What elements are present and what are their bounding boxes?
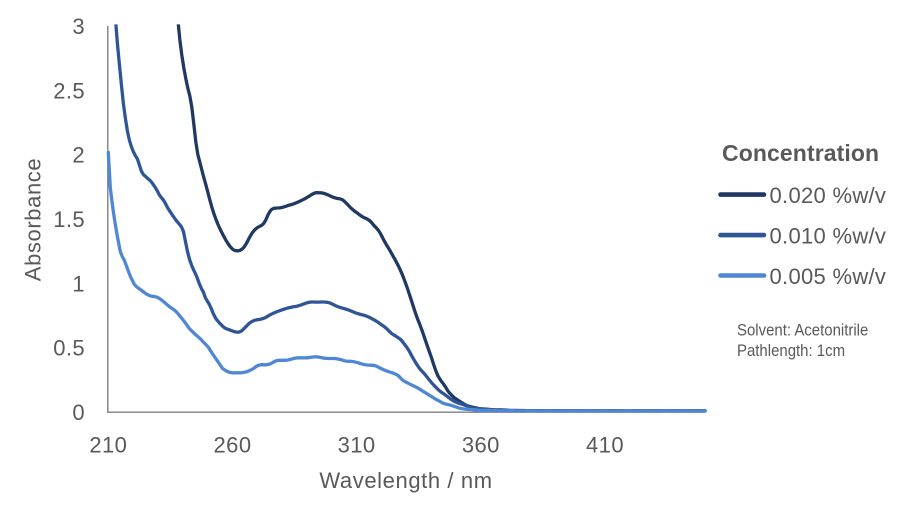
svg-text:0.5: 0.5 xyxy=(53,336,85,361)
svg-text:2: 2 xyxy=(72,143,85,168)
svg-text:Solvent: Acetonitrile: Solvent: Acetonitrile xyxy=(737,322,868,340)
svg-text:0.010 %w/v: 0.010 %w/v xyxy=(770,223,887,248)
svg-text:410: 410 xyxy=(586,433,624,458)
svg-text:360: 360 xyxy=(462,433,500,458)
svg-text:Concentration: Concentration xyxy=(722,140,879,166)
svg-text:310: 310 xyxy=(338,433,376,458)
svg-text:Pathlength: 1cm: Pathlength: 1cm xyxy=(737,342,845,360)
svg-text:0: 0 xyxy=(72,400,85,425)
svg-text:0.020 %w/v: 0.020 %w/v xyxy=(770,183,887,208)
svg-text:260: 260 xyxy=(214,433,252,458)
svg-text:0.005 %w/v: 0.005 %w/v xyxy=(770,264,887,289)
svg-text:1.5: 1.5 xyxy=(53,207,85,232)
svg-text:Absorbance: Absorbance xyxy=(20,158,45,281)
svg-text:Wavelength / nm: Wavelength / nm xyxy=(319,468,492,493)
svg-text:210: 210 xyxy=(89,433,127,458)
svg-text:3: 3 xyxy=(72,14,85,39)
svg-text:2.5: 2.5 xyxy=(53,78,85,103)
svg-text:1: 1 xyxy=(72,271,85,296)
